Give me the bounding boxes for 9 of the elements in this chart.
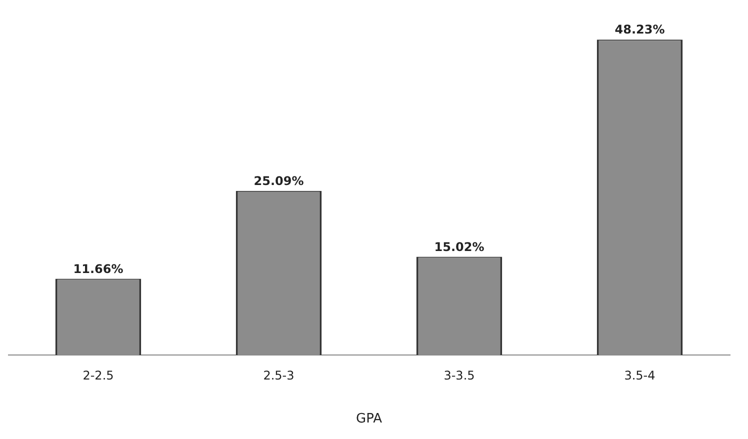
- data-label: 48.23%: [614, 22, 665, 37]
- x-tick-label: 2-2.5: [82, 368, 114, 382]
- data-label: 15.02%: [434, 240, 484, 254]
- x-tick-label: 3.5-4: [624, 368, 656, 382]
- data-label: 11.66%: [73, 262, 124, 276]
- x-tick-label: 3-3.5: [444, 368, 475, 382]
- x-axis-title: GPA: [356, 412, 382, 427]
- data-label: 25.09%: [254, 174, 304, 188]
- x-tick-label: 2.5-3: [263, 368, 294, 382]
